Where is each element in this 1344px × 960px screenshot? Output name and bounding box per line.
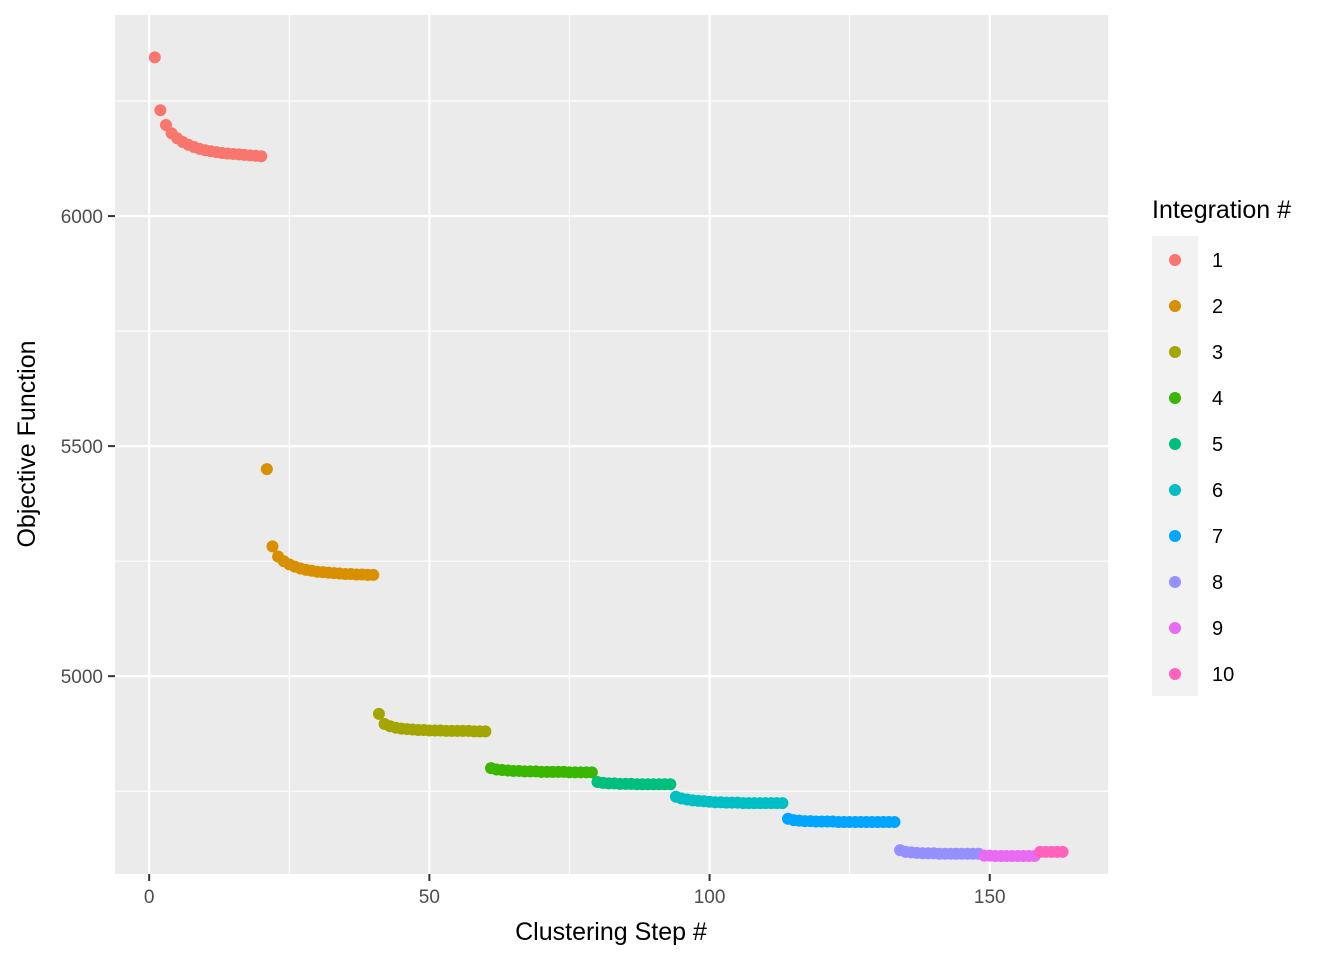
legend-key-6 [1169, 484, 1181, 496]
legend-label-5: 5 [1212, 434, 1223, 456]
legend-label-6: 6 [1212, 480, 1223, 502]
data-point [266, 540, 279, 553]
legend-key-7 [1169, 530, 1181, 542]
y-tick-label: 5000 [61, 667, 103, 688]
series-6 [669, 790, 789, 810]
y-tick-label: 6000 [61, 207, 103, 228]
legend-label-8: 8 [1212, 572, 1223, 594]
y-tick-label: 5500 [61, 437, 103, 458]
legend-key-5 [1169, 438, 1181, 450]
legend-key-1 [1169, 254, 1181, 266]
series-2 [260, 463, 380, 581]
major-gridlines [115, 15, 1108, 874]
legend-title: Integration # [1152, 196, 1291, 224]
data-point [888, 816, 901, 829]
data-points [148, 51, 1069, 863]
legend-label-1: 1 [1212, 250, 1223, 272]
x-tick-label: 150 [974, 887, 1006, 908]
data-point [664, 778, 677, 791]
series-7 [782, 812, 901, 829]
y-axis-title: Objective Function [13, 340, 41, 547]
data-point [776, 797, 789, 810]
data-point [479, 725, 492, 738]
data-point [585, 766, 598, 779]
legend-label-2: 2 [1212, 296, 1223, 318]
data-point [367, 568, 380, 581]
x-tick-label: 0 [144, 887, 155, 908]
x-tick-label: 100 [694, 887, 726, 908]
legend-key-10 [1169, 668, 1181, 680]
legend-key-background [1152, 236, 1198, 696]
x-tick-label: 50 [419, 887, 440, 908]
y-axis: 5000 5500 6000 [61, 207, 115, 688]
legend-label-3: 3 [1212, 342, 1223, 364]
series-9 [978, 849, 1041, 863]
plot-panel [115, 15, 1108, 874]
series-4 [485, 762, 598, 779]
legend: Integration # 1 2 3 4 5 6 7 8 9 10 [1152, 196, 1291, 696]
x-axis-title: Clustering Step # [515, 918, 707, 946]
series-1 [148, 51, 268, 163]
data-point [1056, 845, 1069, 858]
legend-label-4: 4 [1212, 388, 1223, 410]
series-3 [372, 707, 492, 738]
data-point [372, 707, 385, 720]
data-point [255, 150, 268, 163]
legend-key-9 [1169, 622, 1181, 634]
legend-key-8 [1169, 576, 1181, 588]
legend-label-9: 9 [1212, 618, 1223, 640]
data-point [260, 463, 273, 476]
legend-key-3 [1169, 346, 1181, 358]
legend-label-7: 7 [1212, 526, 1223, 548]
x-axis: 0 50 100 150 [144, 874, 1006, 908]
series-10 [1034, 845, 1069, 858]
legend-key-2 [1169, 300, 1181, 312]
data-point [148, 51, 161, 64]
legend-key-4 [1169, 392, 1181, 404]
series-5 [591, 775, 677, 791]
data-point [154, 104, 167, 117]
legend-label-10: 10 [1212, 664, 1234, 686]
